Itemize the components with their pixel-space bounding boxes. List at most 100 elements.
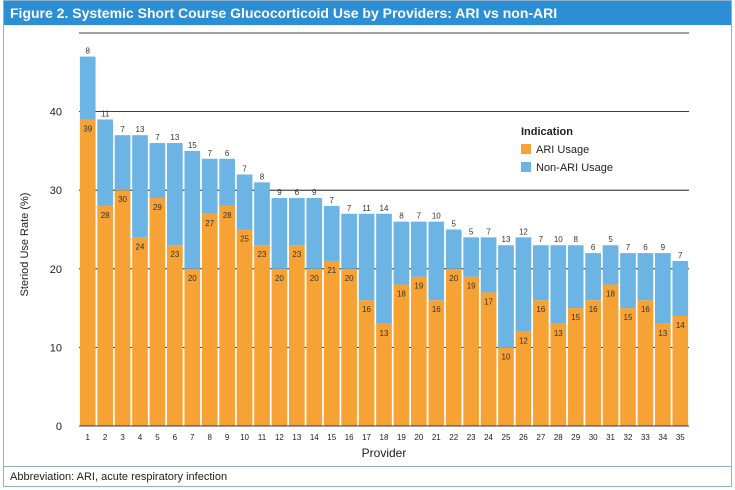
bar-non-ari-22 [445,229,462,269]
data-label-non-ari: 10 [432,212,441,221]
data-label-non-ari: 13 [170,133,179,142]
data-label-ari: 20 [188,274,197,283]
x-tick-label: 15 [327,433,336,442]
x-tick-label: 3 [120,433,125,442]
data-label-non-ari: 8 [85,47,90,56]
bar-non-ari-23 [463,237,479,277]
bar-non-ari-15 [323,205,340,261]
data-label-non-ari: 7 [626,243,631,252]
bar-non-ari-25 [498,245,514,348]
data-label-ari: 16 [589,305,598,314]
bar-ari-29 [567,308,584,426]
legend-label-ari: ARI Usage [536,144,589,156]
bar-ari-11 [254,245,270,426]
x-tick-label: 30 [589,433,598,442]
data-label-non-ari: 7 [207,149,212,158]
data-label-non-ari: 7 [242,164,247,173]
bar-ari-17 [358,300,375,426]
bar-ari-34 [655,323,671,426]
bar-ari-21 [428,300,445,426]
data-label-non-ari: 14 [380,204,389,213]
data-label-ari: 30 [118,195,127,204]
bar-ari-24 [480,292,497,426]
bar-ari-27 [533,300,549,426]
bar-non-ari-32 [620,253,636,309]
data-label-non-ari: 9 [661,243,666,252]
data-label-ari: 15 [571,313,580,322]
x-tick-label: 33 [641,433,650,442]
data-label-ari: 20 [275,274,284,283]
bar-non-ari-10 [236,174,253,230]
bar-non-ari-26 [515,237,532,332]
y-tick-label: 20 [50,264,62,276]
bar-non-ari-20 [411,221,427,277]
bar-ari-31 [602,284,619,426]
data-label-ari: 13 [554,329,563,338]
bar-non-ari-35 [672,260,689,316]
data-label-non-ari: 12 [519,227,528,236]
x-tick-label: 21 [432,433,441,442]
data-label-ari: 15 [624,313,633,322]
data-label-non-ari: 6 [295,188,300,197]
bar-non-ari-34 [655,253,671,324]
y-tick-label: 0 [56,421,62,433]
figure-frame: Figure 2. Systemic Short Course Glucocor… [3,0,732,487]
data-label-non-ari: 5 [608,235,613,244]
bar-non-ari-7 [184,150,201,269]
y-tick-label: 30 [50,185,62,197]
bar-ari-7 [184,268,201,426]
x-tick-label: 13 [292,433,301,442]
data-label-ari: 13 [380,329,389,338]
data-label-ari: 16 [536,305,545,314]
data-label-ari: 23 [258,250,267,259]
data-label-ari: 24 [136,242,145,251]
legend-background [517,121,643,187]
y-tick-label: 10 [50,342,62,354]
x-tick-label: 31 [606,433,615,442]
bar-non-ari-9 [219,158,235,206]
bar-ari-6 [167,245,183,426]
bar-non-ari-4 [132,135,148,238]
bar-non-ari-18 [376,213,392,324]
x-tick-label: 29 [571,433,580,442]
bar-non-ari-21 [428,221,445,301]
bar-non-ari-2 [97,119,113,206]
data-label-ari: 27 [205,219,214,228]
x-tick-label: 35 [676,433,685,442]
x-tick-label: 27 [536,433,545,442]
data-label-non-ari: 6 [225,149,230,158]
bar-ari-19 [393,284,410,426]
x-tick-label: 23 [467,433,476,442]
bar-non-ari-5 [149,143,166,199]
bar-non-ari-30 [585,253,601,301]
bar-ari-5 [149,198,166,426]
bar-ari-33 [637,300,654,426]
bar-non-ari-3 [114,135,131,191]
bar-ari-20 [411,276,427,426]
bar-non-ari-1 [79,56,96,120]
data-label-non-ari: 7 [120,125,125,134]
data-label-non-ari: 7 [486,227,491,236]
bar-ari-15 [323,260,340,426]
legend-swatch-non-ari [521,162,531,172]
bar-ari-4 [132,237,148,426]
x-tick-label: 9 [225,433,230,442]
x-tick-label: 2 [103,433,108,442]
data-label-non-ari: 9 [277,188,282,197]
x-tick-label: 17 [362,433,371,442]
data-label-ari: 19 [414,282,423,291]
x-tick-label: 1 [85,433,90,442]
data-label-non-ari: 13 [502,235,511,244]
data-label-non-ari: 11 [362,204,371,213]
bar-non-ari-33 [637,253,654,301]
x-tick-label: 12 [275,433,284,442]
data-label-ari: 21 [327,266,336,275]
data-label-ari: 23 [292,250,301,259]
x-tick-label: 6 [173,433,178,442]
data-label-non-ari: 5 [451,220,456,229]
data-label-non-ari: 9 [312,188,317,197]
x-tick-label: 14 [310,433,319,442]
footnote: Abbreviation: ARI, acute respiratory inf… [4,466,731,488]
x-tick-label: 26 [519,433,528,442]
x-tick-label: 11 [258,433,267,442]
